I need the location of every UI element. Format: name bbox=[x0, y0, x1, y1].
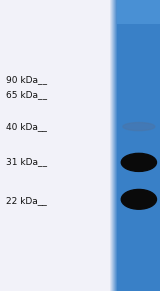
Text: 22 kDa__: 22 kDa__ bbox=[6, 196, 46, 205]
Text: 40 kDa__: 40 kDa__ bbox=[6, 122, 46, 131]
Text: 65 kDa__: 65 kDa__ bbox=[6, 90, 47, 99]
Text: 31 kDa__: 31 kDa__ bbox=[6, 157, 47, 166]
Ellipse shape bbox=[121, 153, 156, 171]
Ellipse shape bbox=[123, 123, 155, 131]
Text: 90 kDa__: 90 kDa__ bbox=[6, 76, 47, 84]
Ellipse shape bbox=[121, 189, 156, 209]
